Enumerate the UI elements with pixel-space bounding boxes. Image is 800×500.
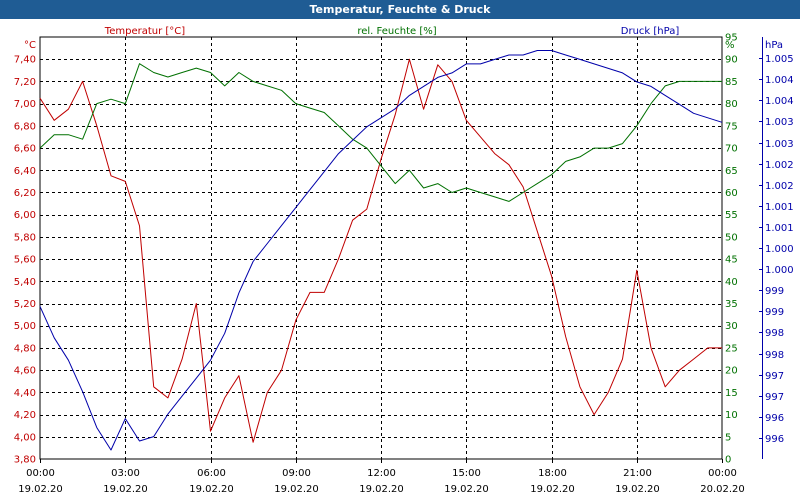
temperature-series-line (39, 58, 722, 443)
right-tick-label: 1.001 (765, 202, 794, 213)
x-tick-date-label: 20.02.20 (700, 484, 745, 495)
right-tick-label: 996 (765, 434, 784, 445)
right-tick-label: 997 (765, 371, 784, 382)
middle-tick-label: 70 (725, 144, 738, 155)
middle-tick-label: 45 (725, 255, 738, 266)
middle-tick-label: 40 (725, 277, 738, 288)
middle-tick-label: 0 (725, 455, 731, 466)
left-tick-label: 6,20 (14, 188, 36, 199)
right-tick-label: 998 (765, 328, 784, 339)
humidity-series-line (39, 63, 722, 202)
x-tick-date-label: 19.02.20 (530, 484, 575, 495)
right-tick-label: 1.002 (765, 181, 794, 192)
middle-tick-label: 30 (725, 321, 738, 332)
pressure-series-line (39, 50, 723, 451)
left-tick-label: 4,60 (14, 366, 36, 377)
x-tick-date-label: 19.02.20 (18, 484, 63, 495)
x-tick-label: 09:00 (282, 468, 311, 479)
left-tick-label: 5,20 (14, 299, 36, 310)
right-tick-label: 999 (765, 286, 784, 297)
middle-tick-label: 75 (725, 121, 738, 132)
x-tick-date-label: 19.02.20 (615, 484, 660, 495)
right-tick-label: 998 (765, 350, 784, 361)
middle-series-label: rel. Feuchte [%] (357, 26, 436, 37)
left-tick-label: 4,20 (14, 410, 36, 421)
left-tick-label: 5,40 (14, 277, 36, 288)
x-tick-label: 00:00 (26, 468, 55, 479)
right-tick-label: 1.002 (765, 160, 794, 171)
middle-tick-label: 20 (725, 366, 738, 377)
right-tick-label: 1.003 (765, 117, 794, 128)
left-tick-label: 6,60 (14, 144, 36, 155)
middle-tick-label: 50 (725, 232, 738, 243)
x-tick-label: 21:00 (623, 468, 652, 479)
middle-tick-label: 15 (725, 388, 738, 399)
x-tick-date-label: 19.02.20 (189, 484, 234, 495)
right-tick-label: 1.003 (765, 139, 794, 150)
x-tick-label: 12:00 (367, 468, 396, 479)
middle-tick-label: 90 (725, 55, 738, 66)
right-series-label: Druck [hPa] (621, 26, 680, 37)
right-tick-label: 1.004 (765, 96, 794, 107)
left-tick-label: 7,00 (14, 99, 36, 110)
left-tick-label: 6,40 (14, 166, 36, 177)
right-tick-label: 996 (765, 413, 784, 424)
middle-tick-label: 65 (725, 166, 738, 177)
left-tick-label: 6,80 (14, 121, 36, 132)
left-tick-label: 4,00 (14, 432, 36, 443)
x-tick-label: 00:00 (708, 468, 737, 479)
middle-tick-label: 95 (725, 33, 738, 44)
right-tick-label: 1.004 (765, 75, 794, 86)
right-tick-label: 1.005 (765, 54, 794, 65)
x-tick-label: 06:00 (197, 468, 226, 479)
middle-tick-label: 10 (725, 410, 738, 421)
x-tick-label: 03:00 (111, 468, 140, 479)
right-tick-label: 1.000 (765, 265, 794, 276)
middle-axis-unit: % (725, 40, 735, 51)
window-title: Temperatur, Feuchte & Druck (0, 0, 800, 19)
right-tick-label: 997 (765, 392, 784, 403)
left-tick-label: 4,40 (14, 388, 36, 399)
left-tick-label: 5,80 (14, 232, 36, 243)
x-tick-date-label: 19.02.20 (274, 484, 319, 495)
left-tick-label: 6,00 (14, 210, 36, 221)
middle-tick-label: 60 (725, 188, 738, 199)
right-tick-label: 1.000 (765, 244, 794, 255)
left-tick-label: 5,00 (14, 321, 36, 332)
middle-tick-label: 80 (725, 99, 738, 110)
middle-tick-label: 35 (725, 299, 738, 310)
left-series-label: Temperatur [°C] (104, 26, 185, 37)
right-tick-label: 1.001 (765, 223, 794, 234)
middle-tick-label: 55 (725, 210, 738, 221)
left-tick-label: 7,20 (14, 77, 36, 88)
left-axis-unit: °C (24, 40, 36, 51)
x-tick-date-label: 19.02.20 (103, 484, 148, 495)
x-tick-date-label: 19.02.20 (359, 484, 404, 495)
middle-tick-label: 25 (725, 343, 738, 354)
middle-tick-label: 5 (725, 432, 731, 443)
left-tick-label: 7,40 (14, 55, 36, 66)
x-tick-label: 15:00 (452, 468, 481, 479)
x-tick-label: 18:00 (538, 468, 567, 479)
middle-tick-label: 85 (725, 77, 738, 88)
left-tick-label: 3,80 (14, 455, 36, 466)
right-axis-unit: hPa (765, 40, 783, 51)
left-tick-label: 5,60 (14, 255, 36, 266)
x-tick-date-label: 19.02.20 (444, 484, 489, 495)
left-tick-label: 4,80 (14, 343, 36, 354)
right-tick-label: 999 (765, 307, 784, 318)
